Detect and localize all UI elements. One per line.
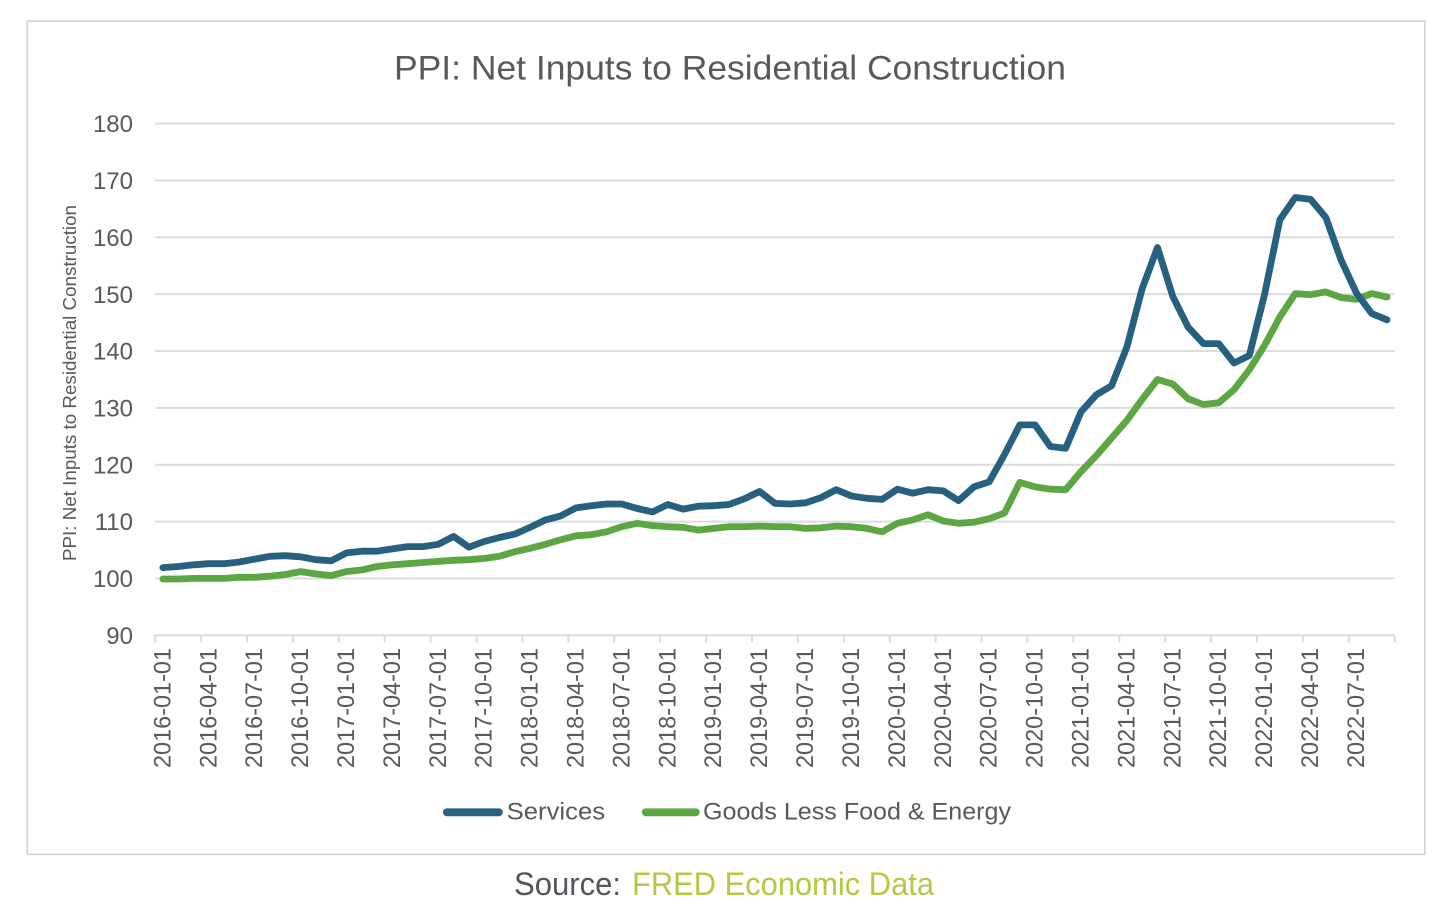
svg-text:2018-01-01: 2018-01-01 <box>517 648 544 768</box>
svg-text:2021-10-01: 2021-10-01 <box>1205 648 1232 768</box>
svg-text:2017-04-01: 2017-04-01 <box>379 648 406 768</box>
svg-text:Goods Less Food & Energy: Goods Less Food & Energy <box>703 799 1011 826</box>
svg-text:180: 180 <box>93 111 133 138</box>
svg-text:150: 150 <box>93 282 133 309</box>
svg-text:2019-04-01: 2019-04-01 <box>746 648 773 768</box>
svg-text:2022-04-01: 2022-04-01 <box>1297 648 1324 768</box>
svg-text:2018-04-01: 2018-04-01 <box>563 648 590 768</box>
svg-text:2020-04-01: 2020-04-01 <box>930 648 957 768</box>
svg-text:130: 130 <box>93 396 133 423</box>
svg-text:160: 160 <box>93 225 133 252</box>
svg-text:2019-07-01: 2019-07-01 <box>792 648 819 768</box>
svg-text:Source:: Source: <box>514 866 621 902</box>
svg-text:2017-01-01: 2017-01-01 <box>333 648 360 768</box>
svg-text:170: 170 <box>93 168 133 195</box>
svg-text:2017-10-01: 2017-10-01 <box>471 648 498 768</box>
svg-text:140: 140 <box>93 339 133 366</box>
svg-text:2022-07-01: 2022-07-01 <box>1343 648 1370 768</box>
svg-text:2018-10-01: 2018-10-01 <box>654 648 681 768</box>
svg-text:PPI: Net Inputs to Residential: PPI: Net Inputs to Residential Construct… <box>394 50 1066 88</box>
svg-text:2021-01-01: 2021-01-01 <box>1068 648 1095 768</box>
svg-text:2018-07-01: 2018-07-01 <box>608 648 635 768</box>
svg-text:110: 110 <box>95 509 133 536</box>
svg-text:2016-01-01: 2016-01-01 <box>149 648 176 768</box>
svg-text:2019-10-01: 2019-10-01 <box>838 648 865 768</box>
svg-text:2016-10-01: 2016-10-01 <box>287 648 314 768</box>
svg-text:2019-01-01: 2019-01-01 <box>700 648 727 768</box>
svg-text:Services: Services <box>507 799 605 826</box>
svg-text:2020-07-01: 2020-07-01 <box>976 648 1003 768</box>
svg-text:PPI: Net Inputs to Residential: PPI: Net Inputs to Residential Construct… <box>60 205 80 561</box>
svg-text:2021-04-01: 2021-04-01 <box>1113 648 1140 768</box>
svg-text:120: 120 <box>93 452 133 479</box>
svg-text:FRED Economic Data: FRED Economic Data <box>632 866 934 902</box>
svg-text:2016-04-01: 2016-04-01 <box>195 648 222 768</box>
svg-text:2020-01-01: 2020-01-01 <box>884 648 911 768</box>
svg-text:2021-07-01: 2021-07-01 <box>1159 648 1186 768</box>
svg-text:2017-07-01: 2017-07-01 <box>425 648 452 768</box>
svg-text:100: 100 <box>93 566 133 593</box>
svg-text:2016-07-01: 2016-07-01 <box>241 648 268 768</box>
svg-text:2022-01-01: 2022-01-01 <box>1251 648 1278 768</box>
svg-text:90: 90 <box>106 623 133 650</box>
svg-text:2020-10-01: 2020-10-01 <box>1022 648 1049 768</box>
